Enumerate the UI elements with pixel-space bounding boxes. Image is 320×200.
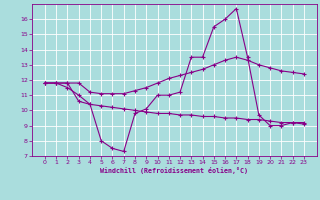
X-axis label: Windchill (Refroidissement éolien,°C): Windchill (Refroidissement éolien,°C) bbox=[100, 167, 248, 174]
